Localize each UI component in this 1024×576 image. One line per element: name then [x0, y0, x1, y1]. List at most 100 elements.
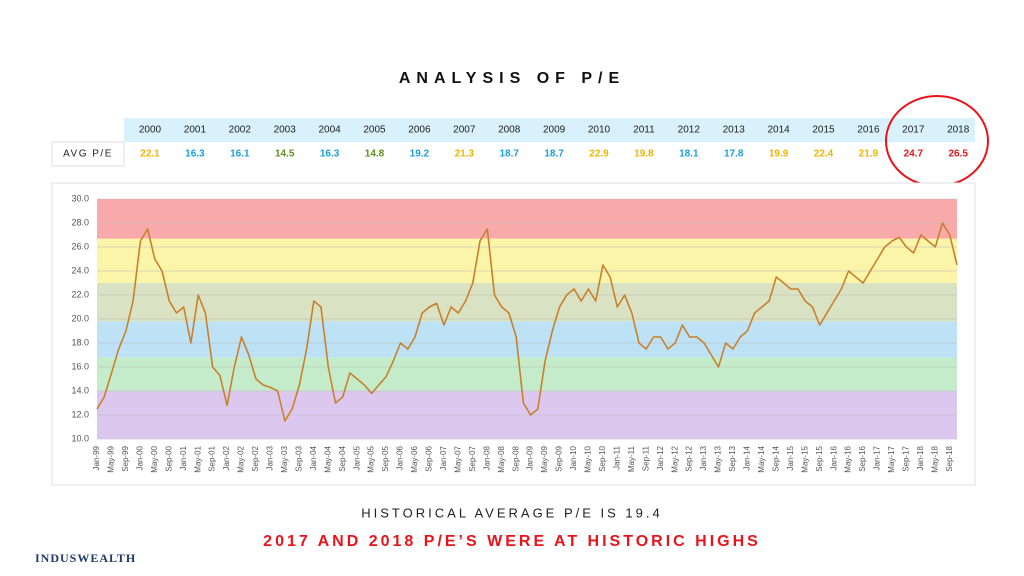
year-label: 2013	[723, 125, 746, 136]
x-tick-label: May-00	[150, 445, 159, 472]
pe-value: 22.1	[140, 149, 160, 160]
x-tick-label: May-06	[410, 445, 419, 472]
year-label: 2017	[902, 125, 925, 136]
x-tick-label: Sep-15	[815, 445, 824, 471]
x-tick-label: Jan-16	[829, 445, 838, 470]
subtitle: HISTORICAL AVERAGE P/E IS 19.4	[361, 505, 662, 520]
logo: INDUSWEALTH	[35, 551, 136, 565]
value-row-bg	[124, 142, 975, 166]
y-tick-label: 12.0	[71, 409, 89, 419]
x-tick-label: May-17	[887, 445, 896, 472]
x-tick-label: Jan-05	[352, 445, 361, 470]
year-label: 2006	[408, 125, 431, 136]
pe-value: 18.1	[679, 149, 699, 160]
y-tick-label: 10.0	[71, 433, 89, 443]
x-tick-label: Sep-17	[902, 445, 911, 471]
x-tick-label: Sep-08	[511, 445, 520, 471]
pe-value: 19.2	[410, 149, 430, 160]
y-tick-label: 28.0	[71, 217, 89, 227]
x-tick-label: Sep-10	[598, 445, 607, 471]
year-label: 2003	[274, 125, 297, 136]
pe-value: 24.7	[904, 149, 924, 160]
zone-band	[97, 321, 957, 358]
year-label: 2000	[139, 125, 162, 136]
x-tick-label: Jan-06	[396, 445, 405, 470]
zone-band	[97, 283, 957, 322]
pe-value: 18.7	[544, 149, 564, 160]
year-label: 2011	[633, 125, 655, 136]
x-tick-label: Sep-02	[251, 445, 260, 471]
x-tick-label: May-11	[627, 445, 636, 472]
x-tick-label: Sep-03	[294, 445, 303, 471]
x-tick-label: May-10	[584, 445, 593, 472]
year-label: 2015	[812, 125, 835, 136]
pe-value: 16.1	[230, 149, 250, 160]
y-tick-label: 24.0	[71, 265, 89, 275]
x-tick-label: May-15	[800, 445, 809, 472]
y-tick-label: 30.0	[71, 193, 89, 203]
x-tick-label: May-12	[670, 445, 679, 472]
pe-value: 21.3	[455, 149, 475, 160]
pe-value: 22.4	[814, 149, 834, 160]
pe-value: 14.5	[275, 149, 295, 160]
year-label: 2004	[318, 125, 341, 136]
title: ANALYSIS OF P/E	[399, 70, 625, 87]
x-tick-label: Sep-16	[858, 445, 867, 471]
x-tick-label: Jan-11	[612, 445, 621, 469]
row-label: AVG P/E	[63, 149, 113, 160]
x-tick-label: May-13	[714, 445, 723, 472]
year-label: 2014	[767, 125, 790, 136]
y-tick-label: 16.0	[71, 361, 89, 371]
headline: 2017 AND 2018 P/E’S WERE AT HISTORIC HIG…	[263, 533, 761, 550]
x-tick-label: Jan-14	[743, 445, 752, 470]
x-tick-label: Jan-03	[266, 445, 275, 470]
pe-value: 16.3	[185, 149, 205, 160]
pe-value: 21.9	[859, 149, 879, 160]
x-tick-label: Sep-12	[685, 445, 694, 471]
x-tick-label: May-18	[930, 445, 939, 472]
x-tick-label: Jan-13	[699, 445, 708, 470]
year-label: 2012	[678, 125, 701, 136]
x-tick-label: Sep-14	[771, 445, 780, 471]
x-tick-label: Jan-99	[92, 445, 101, 470]
x-tick-label: Jan-08	[482, 445, 491, 470]
x-tick-label: May-14	[757, 445, 766, 472]
x-tick-label: May-08	[497, 445, 506, 472]
x-tick-label: Sep-99	[121, 445, 130, 471]
x-tick-label: May-09	[540, 445, 549, 472]
x-tick-label: Sep-18	[945, 445, 954, 471]
pe-value: 16.3	[320, 149, 340, 160]
pe-value: 22.9	[589, 149, 609, 160]
year-label: 2010	[588, 125, 611, 136]
year-label: 2009	[543, 125, 566, 136]
pe-value: 18.7	[499, 149, 519, 160]
x-tick-label: Sep-06	[425, 445, 434, 471]
year-label: 2016	[857, 125, 880, 136]
x-tick-label: Sep-04	[338, 445, 347, 471]
y-tick-label: 14.0	[71, 385, 89, 395]
zone-band	[97, 357, 957, 391]
year-label: 2018	[947, 125, 970, 136]
pe-value: 19.9	[769, 149, 789, 160]
pe-value: 14.8	[365, 149, 385, 160]
x-tick-label: May-02	[237, 445, 246, 472]
x-tick-label: Jan-04	[309, 445, 318, 470]
x-tick-label: Jan-15	[786, 445, 795, 470]
year-label: 2005	[363, 125, 386, 136]
x-tick-label: Sep-01	[208, 445, 217, 471]
y-tick-label: 26.0	[71, 241, 89, 251]
x-tick-label: May-03	[280, 445, 289, 472]
x-tick-label: Jan-12	[656, 445, 665, 470]
x-tick-label: Sep-13	[728, 445, 737, 471]
x-tick-label: May-16	[844, 445, 853, 472]
year-label: 2001	[184, 125, 207, 136]
x-tick-label: May-04	[323, 445, 332, 472]
x-tick-label: Jan-17	[873, 445, 882, 470]
y-tick-label: 22.0	[71, 289, 89, 299]
y-tick-label: 20.0	[71, 313, 89, 323]
x-tick-label: May-99	[107, 445, 116, 472]
year-label: 2008	[498, 125, 521, 136]
x-tick-label: Sep-11	[641, 445, 650, 471]
x-tick-label: Sep-09	[555, 445, 564, 471]
